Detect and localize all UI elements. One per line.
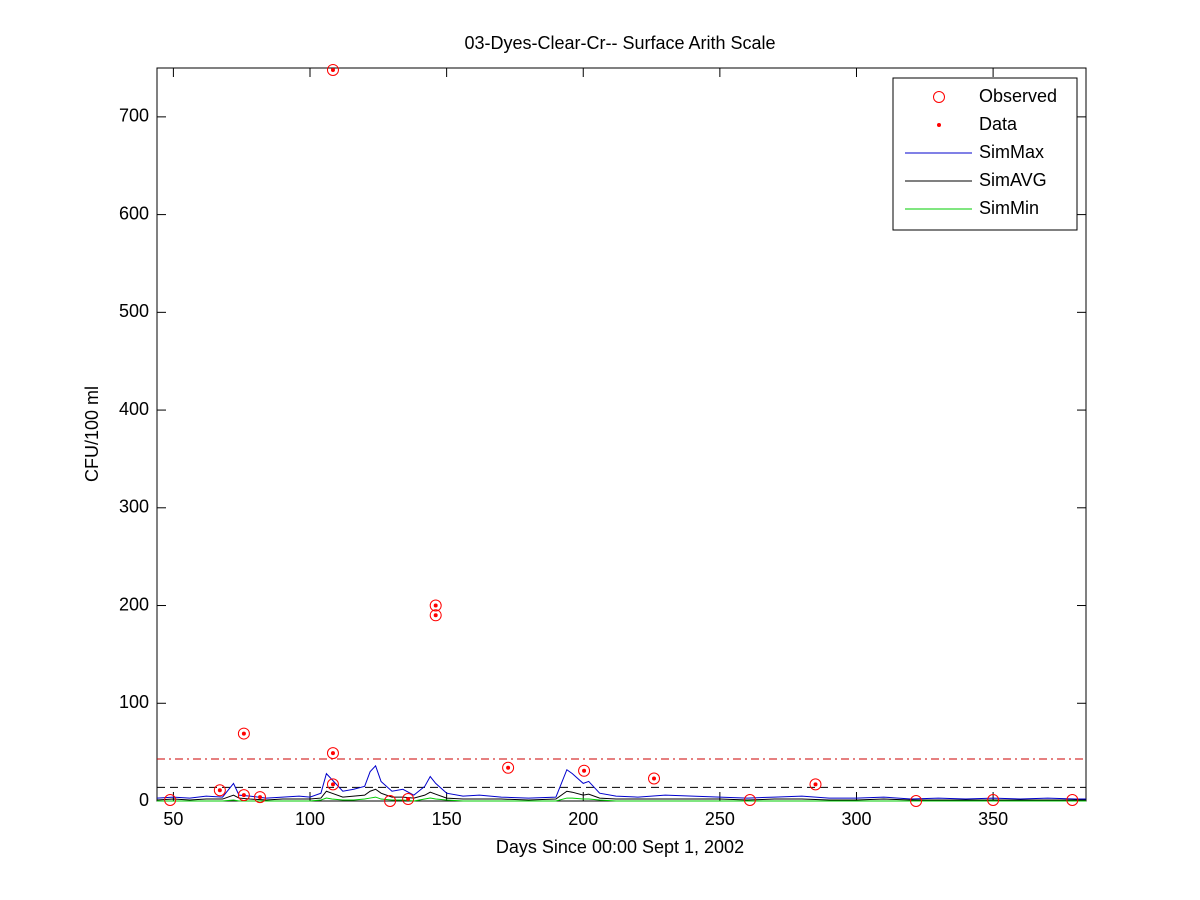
- observed-marker: [743, 794, 756, 807]
- data-marker: [582, 768, 587, 773]
- data-marker: [813, 782, 818, 787]
- x-axis-label: Days Since 00:00 Sept 1, 2002: [496, 837, 744, 857]
- data-marker: [330, 782, 335, 787]
- observed-marker: [910, 795, 923, 807]
- y-tick-label: 0: [139, 790, 149, 810]
- y-tick-label: 100: [119, 692, 149, 712]
- y-axis-label: CFU/100 ml: [82, 386, 102, 482]
- observed-marker: [213, 784, 226, 797]
- legend-swatch: [933, 91, 945, 103]
- series-line: [157, 796, 1086, 802]
- series-line: [156, 788, 1086, 801]
- observed-marker: [987, 794, 1000, 807]
- data-marker: [241, 731, 246, 736]
- observed-marker: [648, 772, 661, 785]
- observed-marker: [384, 795, 397, 807]
- x-tick-label: 250: [705, 809, 735, 829]
- observed-marker: [326, 63, 339, 76]
- y-tick-label: 400: [119, 399, 149, 419]
- data-marker: [258, 795, 263, 800]
- legend-box: [892, 77, 1078, 231]
- observed-marker: [237, 727, 250, 740]
- data-marker: [506, 765, 511, 770]
- y-tick-label: 700: [119, 106, 149, 126]
- legend-label: Data: [979, 114, 1018, 134]
- observed-marker: [578, 764, 591, 777]
- observed-marker: [1066, 794, 1079, 807]
- data-marker: [217, 788, 222, 793]
- legend-label: Observed: [979, 86, 1057, 106]
- y-tick-label: 200: [119, 594, 149, 614]
- legend-swatch: [937, 123, 941, 127]
- data-marker: [433, 603, 438, 608]
- y-tick-label: 600: [119, 203, 149, 223]
- legend-label: SimMin: [979, 198, 1039, 218]
- chart-title: 03-Dyes-Clear-Cr-- Surface Arith Scale: [464, 33, 775, 53]
- observed-marker: [237, 789, 250, 802]
- observed-marker: [429, 599, 442, 612]
- observed-marker: [326, 747, 339, 760]
- x-tick-label: 50: [163, 809, 183, 829]
- data-marker: [433, 613, 438, 618]
- x-tick-label: 350: [978, 809, 1008, 829]
- data-marker: [652, 776, 657, 781]
- observed-marker: [429, 609, 442, 622]
- observed-marker: [254, 791, 267, 804]
- observed-marker: [164, 794, 177, 807]
- data-marker: [406, 797, 411, 802]
- y-tick-label: 500: [119, 301, 149, 321]
- x-tick-label: 200: [568, 809, 598, 829]
- x-tick-label: 300: [841, 809, 871, 829]
- observed-marker: [326, 778, 339, 791]
- x-tick-label: 150: [432, 809, 462, 829]
- data-marker: [241, 793, 246, 798]
- y-tick-label: 300: [119, 497, 149, 517]
- legend-label: SimMax: [979, 142, 1044, 162]
- legend-label: SimAVG: [979, 170, 1047, 190]
- observed-marker: [809, 778, 822, 791]
- data-marker: [330, 67, 335, 72]
- data-marker: [330, 751, 335, 756]
- series-line: [156, 764, 1086, 800]
- observed-marker: [502, 761, 515, 774]
- x-tick-label: 100: [295, 809, 325, 829]
- observed-marker: [402, 793, 415, 806]
